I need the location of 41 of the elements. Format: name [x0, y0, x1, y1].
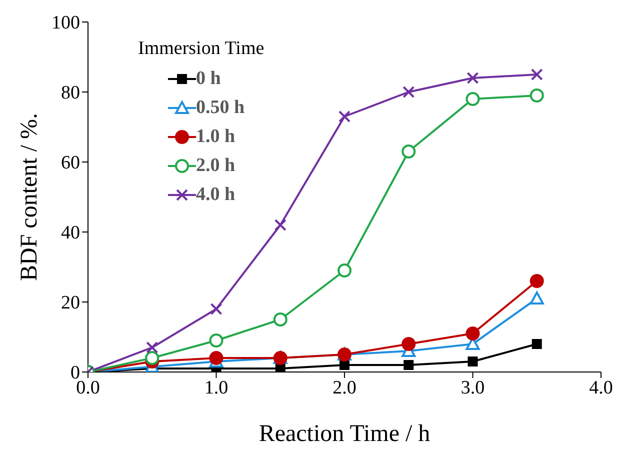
- y-tick-label: 100: [52, 12, 80, 34]
- y-tick-label: 80: [61, 82, 80, 104]
- point: [404, 360, 414, 370]
- legend-label: 0.50 h: [196, 96, 245, 118]
- point: [146, 342, 158, 354]
- legend-label: 2.0 h: [196, 154, 236, 176]
- point: [338, 110, 350, 122]
- point: [209, 351, 224, 365]
- point: [530, 88, 544, 102]
- x-tick-label: 4.0: [589, 377, 613, 398]
- point: [340, 360, 350, 370]
- point: [466, 72, 479, 84]
- point: [402, 337, 416, 351]
- legend-label: 4.0 h: [196, 184, 236, 206]
- point: [402, 144, 416, 158]
- point: [530, 68, 543, 80]
- point: [530, 292, 544, 304]
- point: [145, 351, 160, 365]
- point: [466, 326, 480, 340]
- y-tick-label: 20: [61, 292, 80, 314]
- x-tick-label: 3.0: [460, 377, 485, 398]
- point: [338, 264, 352, 278]
- point: [274, 219, 286, 231]
- x-axis-title: Reaction Time / h: [258, 421, 430, 448]
- point: [466, 92, 480, 106]
- point: [210, 303, 222, 315]
- legend-label: 0 h: [196, 68, 221, 90]
- y-tick-label: 40: [61, 222, 80, 244]
- point: [209, 334, 224, 348]
- x-tick-label: 1.0: [204, 377, 228, 398]
- point: [468, 356, 478, 366]
- point: [402, 86, 415, 98]
- x-tick-label: 2.0: [332, 377, 356, 398]
- legend-label: 1.0 h: [196, 126, 236, 148]
- point: [273, 312, 288, 326]
- legend-title: Immersion Time: [138, 38, 264, 60]
- x-tick-label: 0.0: [76, 377, 100, 398]
- y-axis-title: BDF content / %.: [16, 113, 43, 281]
- y-tick-label: 60: [61, 152, 80, 174]
- point: [530, 274, 544, 288]
- point: [532, 339, 542, 349]
